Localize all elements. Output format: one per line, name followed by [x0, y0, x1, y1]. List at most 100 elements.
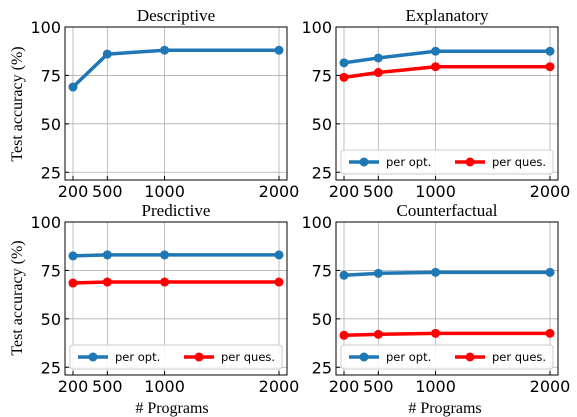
legend-box	[69, 344, 283, 370]
y-tick-label: 50	[41, 310, 61, 329]
legend-marker-per-opt	[88, 352, 98, 362]
legend-label-per-opt: per opt.	[386, 155, 431, 169]
series-line-per-opt	[343, 49, 550, 65]
legend: per opt. per ques.	[340, 344, 554, 370]
x-tick-label: 500	[363, 182, 394, 201]
data-point-per-ques	[373, 68, 383, 78]
x-tick-label: 1000	[144, 182, 185, 201]
legend-marker-per-ques	[194, 352, 204, 362]
data-point-per-ques	[545, 62, 555, 72]
data-point-series	[160, 45, 170, 55]
y-tick-label: 75	[41, 66, 61, 85]
x-axis-label-right: # Programs	[408, 400, 481, 417]
x-tick-label: 2000	[530, 182, 571, 201]
x-tick-label: 1000	[415, 182, 456, 201]
data-point-per-opt	[339, 270, 349, 280]
legend-marker-per-opt	[359, 352, 369, 362]
y-tick-label: 25	[312, 163, 332, 182]
panel-title: Explanatory	[405, 6, 489, 25]
data-point-per-ques	[545, 328, 555, 338]
y-axis-label-top: Test accuracy (%)	[9, 46, 26, 161]
legend-label-per-ques: per ques.	[221, 350, 275, 364]
data-point-per-ques	[373, 329, 383, 339]
x-tick-label: 500	[92, 377, 123, 396]
data-point-per-opt	[160, 250, 170, 260]
plot-frame	[64, 221, 288, 376]
series-line-per-opt	[72, 253, 279, 258]
data-point-series	[274, 45, 284, 55]
x-tick-label: 200	[58, 377, 89, 396]
y-tick-label: 75	[41, 261, 61, 280]
x-tick-label: 200	[329, 182, 360, 201]
data-point-per-opt	[102, 250, 112, 260]
y-tick-label: 25	[312, 358, 332, 377]
data-point-per-opt	[373, 268, 383, 278]
data-point-per-ques	[339, 330, 349, 340]
data-point-per-ques	[102, 277, 112, 287]
data-point-per-ques	[160, 277, 170, 287]
data-point-per-ques	[68, 278, 78, 288]
x-tick-label: 2000	[259, 377, 300, 396]
y-tick-label: 100	[30, 18, 61, 37]
x-tick-label: 200	[329, 377, 360, 396]
panel-title: Descriptive	[137, 6, 215, 25]
panel-predictive: Predictive 200 500 1000 2000 25 50 75 100 per opt…	[30, 201, 299, 396]
x-tick-label: 1000	[415, 377, 456, 396]
y-tick-label: 50	[312, 310, 332, 329]
data-point-per-opt	[545, 267, 555, 277]
y-axis-label-bottom: Test accuracy (%)	[9, 240, 26, 355]
x-tick-label: 500	[92, 182, 123, 201]
y-tick-label: 50	[41, 115, 61, 134]
series-line-per-ques	[343, 331, 550, 338]
x-tick-label: 2000	[259, 182, 300, 201]
panel-explanatory: Explanatory 200 500 1000 2000 25 50 75 100 per op…	[301, 6, 570, 201]
y-tick-label: 75	[312, 66, 332, 85]
plot-frame	[64, 26, 288, 181]
panel-descriptive: Descriptive 200 500 1000 2000 25 50 75 100	[30, 6, 299, 201]
x-tick-label: 200	[58, 182, 89, 201]
panel-title: Counterfactual	[396, 201, 497, 220]
plot-frame	[335, 221, 559, 376]
legend-box	[340, 149, 554, 175]
panel-title: Predictive	[142, 201, 211, 220]
series-line-per-ques	[343, 64, 550, 80]
x-tick-label: 1000	[144, 377, 185, 396]
series-line-per-ques	[72, 280, 279, 285]
data-point-per-ques	[274, 277, 284, 287]
data-point-series	[68, 82, 78, 92]
legend: per opt. per ques.	[340, 149, 554, 175]
y-tick-label: 25	[41, 163, 61, 182]
legend-label-per-opt: per opt.	[386, 350, 431, 364]
data-point-per-opt	[68, 251, 78, 261]
data-point-per-opt	[545, 46, 555, 56]
x-axis-label-left: # Programs	[135, 400, 208, 417]
x-tick-label: 2000	[530, 377, 571, 396]
legend-box	[340, 344, 554, 370]
legend-label-per-ques: per ques.	[492, 155, 546, 169]
data-point-per-ques	[431, 328, 441, 338]
legend-marker-per-ques	[465, 157, 475, 167]
data-point-per-opt	[274, 250, 284, 260]
data-point-per-opt	[339, 58, 349, 68]
series-line-series	[71, 48, 279, 89]
data-point-per-opt	[373, 53, 383, 63]
data-point-per-opt	[431, 46, 441, 56]
legend: per opt. per ques.	[69, 344, 283, 370]
y-tick-label: 100	[30, 213, 61, 232]
y-tick-label: 50	[312, 115, 332, 134]
legend-label-per-opt: per opt.	[115, 350, 160, 364]
legend-marker-per-ques	[465, 352, 475, 362]
data-point-per-ques	[339, 72, 349, 82]
series-line-per-opt	[343, 270, 550, 278]
y-tick-label: 100	[301, 18, 332, 37]
x-tick-label: 500	[363, 377, 394, 396]
y-tick-label: 75	[312, 261, 332, 280]
panel-counterfactual: Counterfactual 200 500 1000 2000 25 50 75 100 per…	[301, 201, 570, 396]
data-point-series	[102, 49, 112, 59]
data-point-per-ques	[431, 62, 441, 72]
y-tick-label: 25	[41, 358, 61, 377]
data-point-per-opt	[431, 267, 441, 277]
plot-frame	[335, 26, 559, 181]
y-tick-label: 100	[301, 213, 332, 232]
